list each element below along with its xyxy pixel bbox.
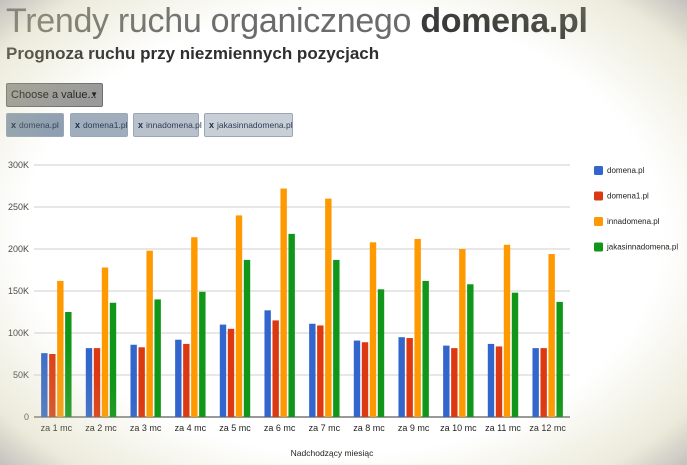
legend-swatch [594,166,603,175]
bar [333,259,340,417]
bar [414,238,421,417]
chip-label: domena1.pl [83,120,128,130]
x-tick-label: za 11 mc [485,423,521,433]
y-tick-label: 50K [13,370,29,380]
chevron-down-icon: ▼ [90,90,98,99]
bar [467,284,474,417]
x-tick-label: za 7 mc [309,423,341,433]
x-tick-label: za 4 mc [175,423,207,433]
y-tick-label: 150K [8,286,29,296]
title-domain: domena.pl [420,2,588,40]
y-tick-label: 200K [8,244,29,254]
bar [109,302,117,417]
bar [243,259,251,417]
bar [317,325,324,417]
bar [85,348,93,417]
bar [495,346,503,417]
x-tick-label: za 12 mc [529,423,566,433]
legend-label: jakasinnadomena.pl [606,243,678,252]
bar [57,280,64,417]
bar [199,291,206,417]
x-axis-title: Nadchodzący miesiąc [291,448,374,458]
bar [146,250,153,417]
bar [219,324,227,417]
bar [511,292,519,417]
y-tick-label: 0 [24,412,29,422]
bar [264,310,271,417]
remove-chip-icon[interactable]: x [11,120,17,130]
x-tick-label: za 9 mc [398,423,430,433]
legend-label: domena1.pl [607,192,649,201]
remove-chip-icon[interactable]: x [209,120,215,130]
x-tick-label: za 3 mc [130,423,162,433]
bar [41,353,48,417]
remove-chip-icon[interactable]: x [138,120,144,130]
bar [101,267,109,417]
y-tick-label: 300K [8,160,29,170]
bar [556,301,563,417]
bar [325,198,332,417]
legend-label: innadomena.pl [607,217,660,226]
bar [272,320,279,417]
domain-select-dropdown[interactable]: Choose a value... ▼ [6,83,103,107]
bar [377,289,385,417]
bar [451,348,458,417]
legend-swatch [594,242,603,252]
chip-jakasinnadomena[interactable]: x jakasinnadomena.pl [204,113,293,137]
remove-chip-icon[interactable]: x [75,120,81,130]
x-tick-label: za 6 mc [264,423,296,433]
bar [93,348,101,417]
bar [309,323,316,417]
bar [183,343,190,417]
bar [280,188,287,417]
bar [398,337,405,417]
chip-label: domena.pl [19,120,59,130]
x-tick-label: za 5 mc [219,423,251,433]
y-tick-label: 250K [8,202,29,212]
bar [487,343,495,417]
domain-select-label: Choose a value... [11,89,97,101]
page-subtitle: Prognoza ruchu przy niezmiennych pozycja… [6,44,380,63]
y-tick-label: 100K [8,328,29,338]
bar [406,338,413,417]
bar [443,345,450,417]
x-tick-label: za 8 mc [353,423,385,433]
chip-domena1[interactable]: x domena1.pl [70,113,128,137]
legend-swatch [594,217,603,226]
x-tick-label: za 1 mc [41,423,73,433]
bar [175,339,182,417]
bar [422,280,429,417]
legend-swatch [594,191,603,201]
x-tick-label: za 10 mc [440,423,477,433]
bar [532,348,539,417]
bar [369,242,377,417]
x-tick-label: za 2 mc [85,423,117,433]
bar [288,233,295,417]
bar [227,328,235,417]
bar [138,347,145,417]
page-title: Trendy ruchu organicznego domena.pl [6,2,588,40]
bar [353,340,361,417]
bar [191,237,198,417]
legend-label: domena.pl [607,166,645,175]
bar [49,354,56,417]
bar [503,244,511,417]
bar [65,312,72,417]
chip-domena[interactable]: x domena.pl [6,113,64,137]
bar [154,299,161,417]
bar [548,254,555,417]
bar [459,249,466,417]
bar [130,344,137,417]
traffic-forecast-chart: 0 50K 100K 150K 200K 250K 300K za 1 mc za 2 mc za… [8,160,678,458]
chip-innadomena[interactable]: x innadomena.pl [133,113,202,137]
chip-label: innadomena.pl [146,120,202,130]
bar [235,215,243,417]
bar [361,342,369,417]
chip-label: jakasinnadomena.pl [217,120,293,130]
bar [540,348,547,417]
